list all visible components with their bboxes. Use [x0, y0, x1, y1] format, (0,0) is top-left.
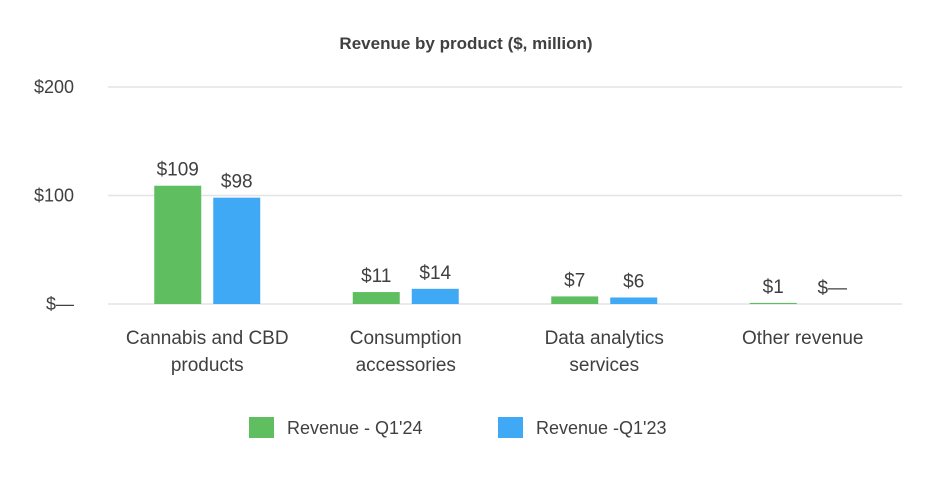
legend-swatch-0: [249, 417, 274, 438]
data-label: $—: [817, 278, 847, 299]
category-labels: Cannabis and CBD products Consumption acces…: [126, 328, 864, 376]
y-tick-label: $100: [34, 186, 74, 206]
category-label-line: Other revenue: [742, 328, 863, 349]
data-label: $14: [419, 263, 451, 284]
category-label-line: Consumption: [350, 328, 462, 349]
bar-series0-cat2: [551, 296, 599, 304]
bar-series1-cat0: [213, 197, 261, 304]
legend: Revenue - Q1'24 Revenue -Q1'23: [249, 417, 667, 438]
category-label-line: Data analytics: [545, 328, 664, 349]
data-label: $7: [564, 270, 585, 291]
bar-series0-cat3: [749, 302, 797, 304]
bar-series1-cat1: [411, 288, 459, 304]
category-label-0: Cannabis and CBD products: [126, 328, 289, 376]
category-label-1: Consumption accessories: [350, 328, 462, 376]
y-tick-label: $—: [46, 294, 74, 314]
bar-series0-cat0: [154, 185, 202, 304]
data-label: $98: [221, 172, 253, 193]
category-label-2: Data analytics services: [545, 328, 664, 376]
data-label: $1: [763, 277, 784, 298]
bar-series0-cat1: [352, 292, 400, 304]
bars: [154, 185, 797, 304]
data-labels: $109 $98 $11 $14 $7 $6 $1 $—: [157, 160, 847, 299]
category-label-line: products: [171, 355, 244, 376]
legend-label-1: Revenue -Q1'23: [536, 418, 667, 438]
legend-label-0: Revenue - Q1'24: [287, 418, 423, 438]
data-label: $11: [361, 266, 391, 287]
data-label: $6: [623, 271, 644, 292]
legend-swatch-1: [498, 417, 523, 438]
y-axis-ticks: $— $100 $200: [34, 77, 74, 314]
bar-series1-cat2: [610, 297, 658, 304]
category-label-line: services: [569, 355, 639, 376]
chart-title: Revenue by product ($, million): [339, 34, 592, 53]
category-label-3: Other revenue: [742, 328, 863, 349]
category-label-line: accessories: [356, 355, 456, 376]
y-tick-label: $200: [34, 77, 74, 97]
category-label-line: Cannabis and CBD: [126, 328, 289, 349]
data-label: $109: [157, 160, 199, 181]
